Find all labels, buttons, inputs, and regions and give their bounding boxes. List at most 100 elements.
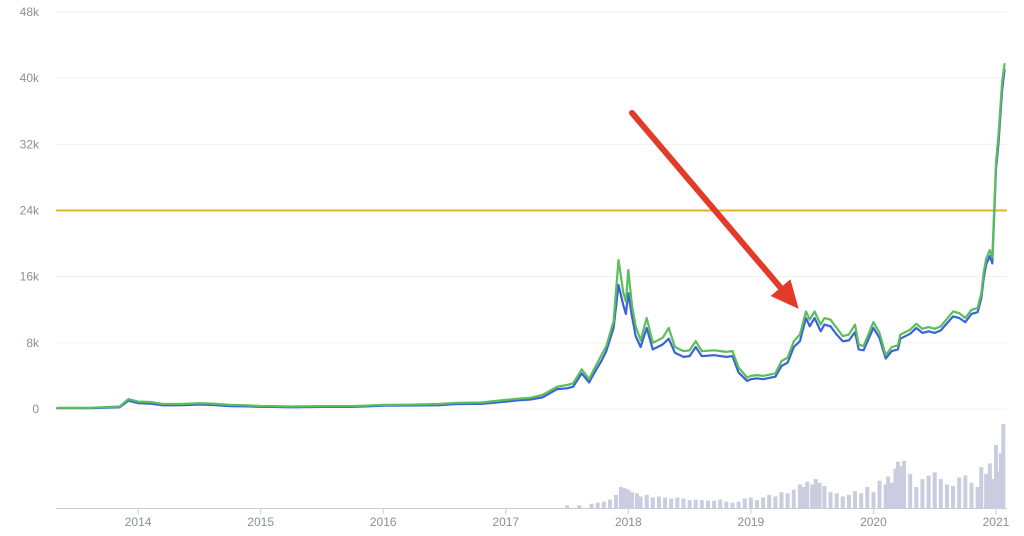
- price-series: [56, 62, 1006, 410]
- volume-bar: [908, 473, 913, 508]
- volume-bar: [877, 480, 882, 508]
- volume-bar: [991, 479, 996, 508]
- volume-bar: [663, 497, 668, 508]
- x-tick-label: 2019: [738, 515, 765, 529]
- volume-bar: [834, 493, 839, 508]
- volume-bar: [634, 493, 639, 508]
- x-tick-label: 2016: [370, 515, 397, 529]
- volume-bar: [730, 502, 735, 508]
- x-tick-label: 2015: [247, 515, 274, 529]
- volume-bar: [902, 460, 907, 508]
- volume-bars: [565, 424, 1006, 508]
- y-tick-label: 16k: [20, 270, 40, 284]
- volume-bar: [810, 484, 815, 508]
- volume-bar: [681, 498, 686, 508]
- y-tick-label: 32k: [20, 137, 40, 151]
- volume-bar: [984, 473, 989, 508]
- volume-bar: [993, 445, 998, 508]
- x-axis-ticks: 2014 2015 2016 2017 2018 2019 2020 2021: [125, 508, 1010, 529]
- volume-bar: [712, 500, 717, 508]
- volume-bar: [736, 501, 741, 508]
- volume-bar: [817, 482, 822, 508]
- x-tick-label: 2017: [492, 515, 519, 529]
- volume-bar: [699, 500, 704, 508]
- volume-bar: [886, 476, 891, 508]
- volume-bar: [748, 497, 753, 508]
- y-axis-ticks: 0 8k 16k 24k 32k 40k 48k: [20, 5, 40, 416]
- volume-bar: [859, 493, 864, 508]
- volume-bar: [926, 475, 931, 508]
- volume-bar: [601, 501, 606, 508]
- volume-bar: [595, 502, 600, 508]
- y-tick-label: 8k: [26, 336, 40, 350]
- volume-bar: [767, 494, 772, 508]
- volume-bar: [975, 487, 980, 508]
- y-tick-label: 0: [32, 402, 39, 416]
- volume-bar: [779, 492, 784, 508]
- volume-bar: [853, 491, 858, 508]
- y-tick-label: 48k: [20, 5, 40, 19]
- volume-bar: [932, 472, 937, 508]
- volume-bar: [805, 481, 810, 508]
- arrow-head: [770, 279, 799, 309]
- volume-bar: [963, 475, 968, 508]
- volume-bar: [797, 484, 802, 508]
- volume-bar: [607, 499, 612, 508]
- volume-bar: [742, 498, 747, 508]
- volume-bar: [693, 499, 698, 508]
- volume-bar: [565, 505, 570, 508]
- volume-bar: [979, 467, 984, 508]
- volume-bar: [1001, 424, 1006, 508]
- volume-bar: [893, 468, 898, 508]
- volume-bar: [785, 493, 790, 508]
- volume-bar: [629, 492, 634, 508]
- volume-bar: [920, 479, 925, 508]
- volume-bar: [618, 487, 623, 508]
- volume-bar: [840, 496, 845, 508]
- volume-bar: [724, 501, 729, 508]
- volume-bar: [938, 479, 943, 508]
- y-tick-label: 24k: [20, 204, 40, 218]
- arrow-shaft: [628, 109, 784, 291]
- volume-bar: [669, 498, 674, 508]
- volume-bar: [828, 492, 833, 508]
- volume-bar: [987, 463, 992, 508]
- volume-bar: [638, 496, 643, 508]
- volume-bar: [718, 499, 723, 508]
- volume-bar: [957, 477, 962, 508]
- volume-bar: [614, 494, 619, 508]
- volume-bar: [813, 479, 818, 508]
- volume-bar: [754, 500, 759, 508]
- volume-bar: [705, 500, 710, 508]
- series-line-green: [56, 62, 1006, 409]
- volume-bar: [675, 497, 680, 508]
- volume-bar: [791, 489, 796, 508]
- volume-bar: [914, 487, 919, 508]
- volume-bar: [650, 497, 655, 508]
- x-tick-label: 2020: [860, 515, 887, 529]
- volume-bar: [622, 488, 627, 508]
- volume-bar: [656, 496, 661, 508]
- volume-bar: [644, 494, 649, 508]
- volume-bar: [883, 484, 888, 508]
- volume-bar: [577, 505, 582, 508]
- volume-bar: [801, 487, 806, 508]
- grid-lines: [56, 11, 1007, 344]
- volume-bar: [996, 471, 1001, 508]
- x-tick-label: 2021: [983, 515, 1010, 529]
- volume-bar: [773, 496, 778, 508]
- volume-bar: [944, 484, 949, 508]
- volume-bar: [822, 485, 827, 508]
- volume-bar: [761, 497, 766, 508]
- volume-bar: [687, 500, 692, 508]
- volume-bar: [889, 482, 894, 508]
- x-tick-label: 2018: [615, 515, 642, 529]
- volume-bar: [895, 461, 900, 508]
- x-tick-label: 2014: [125, 515, 152, 529]
- volume-bar: [865, 487, 870, 508]
- volume-bar: [969, 482, 974, 508]
- y-tick-label: 40k: [20, 71, 40, 85]
- volume-bar: [871, 492, 876, 508]
- annotation-arrow: [628, 109, 799, 309]
